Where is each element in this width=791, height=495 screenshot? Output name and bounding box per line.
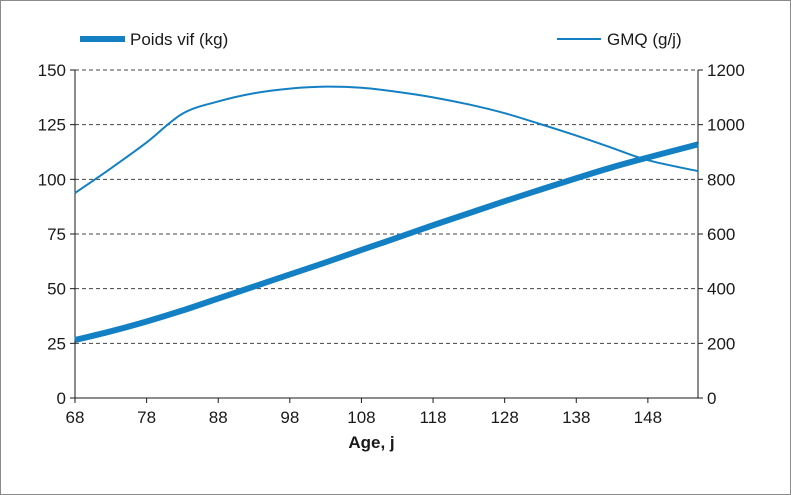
series-lines: [74, 85, 699, 343]
x-tick-label: 78: [137, 408, 156, 427]
y2-tick-label: 600: [707, 225, 735, 244]
x-tick-label: 98: [280, 408, 299, 427]
series-line-1: [74, 141, 699, 343]
x-tick-label: 88: [209, 408, 228, 427]
axes: 0 25 50 75 100 125 150 0 200 400 600 800 1000 1200 68 7…: [38, 61, 745, 427]
y2-tick-label: 1200: [707, 61, 745, 80]
x-tick-label: 148: [634, 408, 662, 427]
y-tick-label: 125: [38, 116, 66, 135]
legend-label-2: GMQ (g/j): [607, 30, 682, 49]
x-tick-label: 128: [490, 408, 518, 427]
y-tick-label: 0: [57, 389, 66, 408]
grid-lines: [75, 69, 698, 344]
y2-tick-label: 200: [707, 334, 735, 353]
x-tick-label: 118: [419, 408, 446, 427]
y2-tick-label: 400: [707, 280, 735, 299]
y-tick-label: 25: [47, 334, 66, 353]
series-line-2: [74, 85, 699, 194]
x-tick-label: 68: [66, 408, 85, 427]
y2-tick-label: 1000: [707, 116, 745, 135]
y-tick-label: 150: [38, 61, 66, 80]
y2-tick-label: 800: [707, 170, 735, 189]
y2-tick-label: 0: [707, 389, 716, 408]
x-axis-title: Age, j: [348, 433, 394, 452]
legend: Poids vif (kg) GMQ (g/j): [80, 30, 682, 49]
y-tick-label: 100: [38, 170, 66, 189]
legend-label-1: Poids vif (kg): [130, 30, 228, 49]
x-tick-label: 138: [562, 408, 590, 427]
y-tick-label: 50: [47, 280, 66, 299]
y-tick-label: 75: [47, 225, 66, 244]
x-tick-label: 108: [347, 408, 375, 427]
